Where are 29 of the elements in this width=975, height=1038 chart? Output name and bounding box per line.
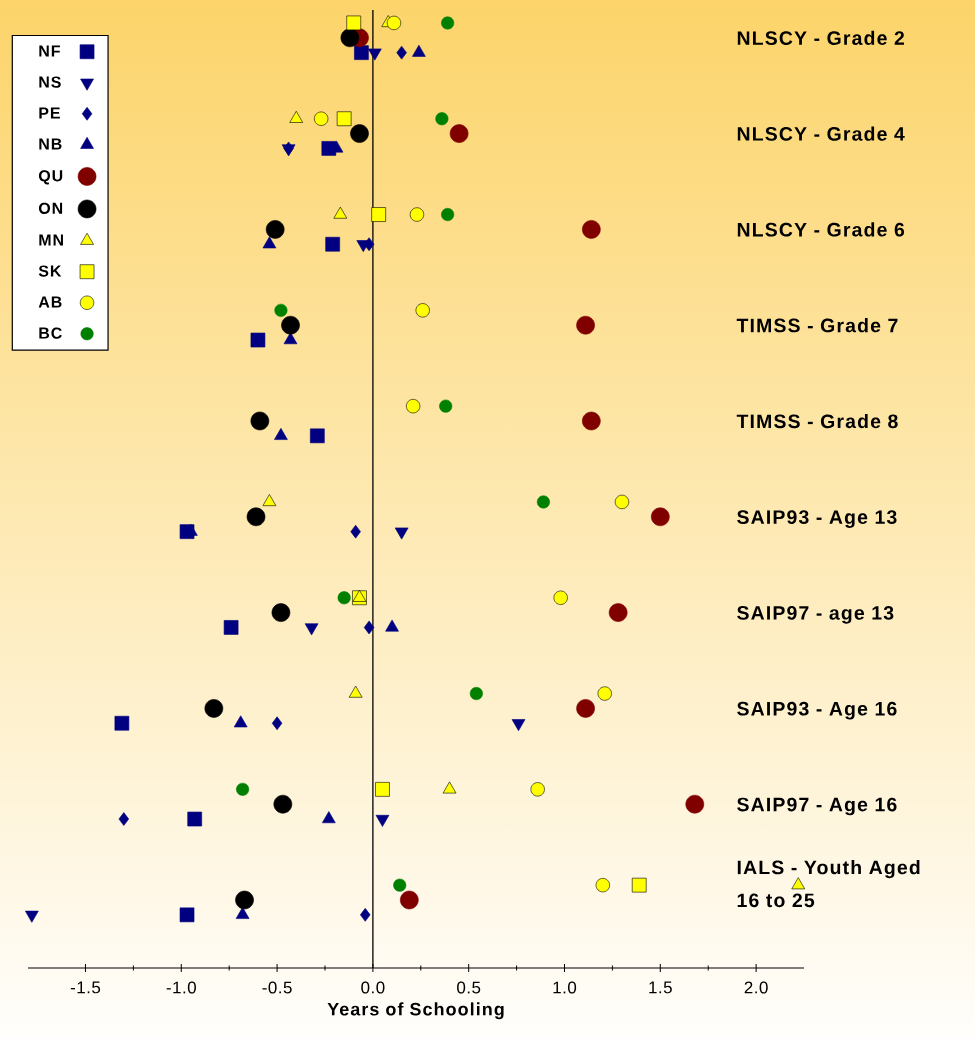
y-tick-label: IALS - Youth Aged 16 to 25 (737, 860, 920, 908)
x-axis-title: Years of Schooling (327, 1002, 504, 1020)
x-tick-label: -0.5 (262, 981, 292, 994)
legend-label: AB (38, 296, 62, 308)
y-tick-label: TIMSS - Grade 7 (736, 318, 898, 333)
x-tick-label: -1.0 (166, 981, 196, 994)
legend-label: QU (38, 170, 63, 185)
y-tick-label: SAIP93 - Age 16 (737, 701, 897, 720)
y-tick-label: NLSCY - Grade 2 (737, 30, 905, 45)
x-tick-label: -1.5 (70, 981, 101, 994)
legend-label: BC (39, 327, 62, 339)
legend-label: PE (39, 107, 60, 119)
legend-label: SK (38, 265, 62, 277)
y-tick-label: NLSCY - Grade 6 (737, 222, 905, 237)
y-tick-label: NLSCY - Grade 4 (737, 126, 905, 141)
x-tick-label: 1.0 (553, 981, 577, 994)
y-tick-label: TIMSS - Grade 8 (736, 413, 898, 429)
legend-label: ON (38, 202, 63, 214)
y-tick-label: SAIP97 - Age 16 (737, 797, 897, 816)
legend-label: MN (39, 234, 63, 246)
x-tick-label: 0.5 (457, 981, 481, 994)
x-tick-label: 0.0 (361, 981, 385, 994)
x-tick-label: 1.5 (649, 981, 672, 994)
y-tick-label: SAIP93 - Age 13 (737, 510, 897, 528)
y-tick-label: SAIP97 - age 13 (737, 606, 894, 624)
legend-label: NB (39, 138, 62, 150)
legend-label: NF (39, 45, 60, 57)
x-tick-label: 2.0 (744, 981, 768, 994)
legend-label: NS (39, 76, 61, 88)
